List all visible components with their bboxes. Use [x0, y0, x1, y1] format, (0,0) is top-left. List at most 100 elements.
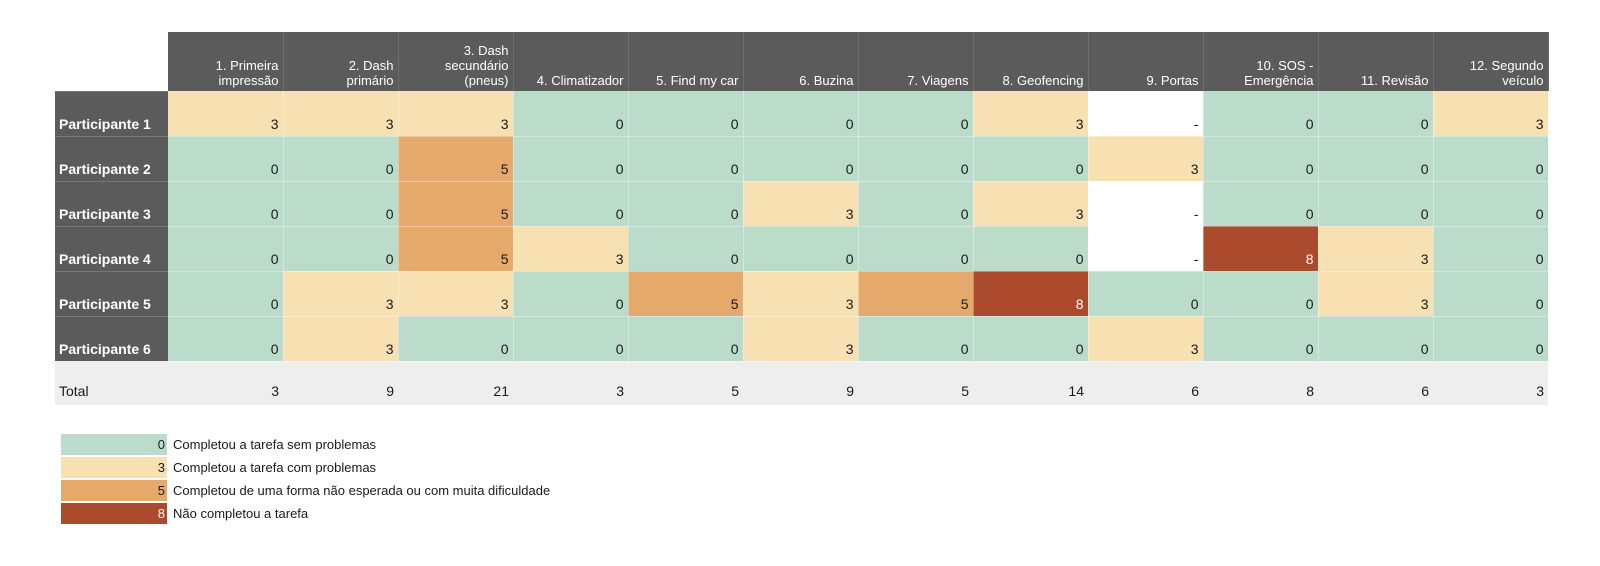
corner-cell	[55, 32, 168, 91]
heatmap-cell: 0	[283, 181, 399, 227]
heatmap-cell: 0	[973, 226, 1089, 272]
row-header: Participante 2	[55, 135, 168, 181]
total-row: Total 3 9 21 3 5 9 5 14 6 8 6 3	[55, 361, 1548, 405]
heatmap-cell: 3	[513, 226, 629, 272]
total-cell: 21	[398, 361, 513, 405]
heatmap-cell: 0	[168, 271, 284, 317]
heatmap-cell: 0	[168, 226, 284, 272]
column-header-row: 1. Primeira impressão 2. Dash primário 3. …	[55, 32, 1549, 91]
total-cell: 6	[1318, 361, 1433, 405]
heatmap-cell: 3	[743, 181, 859, 227]
heatmap-cell: 3	[283, 91, 399, 137]
heatmap-cell: 3	[1088, 136, 1204, 182]
row-header: Participante 5	[55, 270, 168, 316]
heatmap-cell: 5	[398, 136, 514, 182]
heatmap-cell: 0	[1203, 316, 1319, 362]
severity-heatmap-table: 1. Primeira impressão 2. Dash primário 3. …	[55, 32, 1549, 405]
heatmap-cell: 0	[168, 316, 284, 362]
heatmap-cell: 0	[283, 226, 399, 272]
heatmap-cell: 0	[628, 226, 744, 272]
heatmap-cell: 0	[628, 136, 744, 182]
total-cell: 14	[973, 361, 1088, 405]
heatmap-cell: 8	[973, 271, 1089, 317]
legend-swatch: 0	[61, 434, 167, 455]
heatmap-cell: 0	[168, 181, 284, 227]
legend: 0 Completou a tarefa sem problemas 3 Comple…	[61, 433, 550, 525]
legend-item: 0 Completou a tarefa sem problemas	[61, 433, 550, 456]
heatmap-cell: 0	[1203, 136, 1319, 182]
heatmap-cell: 3	[743, 316, 859, 362]
column-header: 6. Buzina	[743, 32, 859, 91]
column-header: 3. Dash secundário (pneus)	[398, 32, 514, 91]
heatmap-cell: -	[1088, 91, 1204, 137]
column-header: 9. Portas	[1088, 32, 1204, 91]
heatmap-cell: 0	[398, 316, 514, 362]
participant-rows: Participante 1 3 3 3 0 0 0 0 3-0 0 3 Participante 2…	[55, 90, 1549, 405]
total-cell: 9	[283, 361, 398, 405]
heatmap-cell: 0	[858, 181, 974, 227]
heatmap-cell: 3	[1318, 226, 1434, 272]
heatmap-cell: 0	[628, 316, 744, 362]
column-header: 12. Segundo veículo	[1433, 32, 1549, 91]
heatmap-cell: 0	[743, 91, 859, 137]
legend-item: 3 Completou a tarefa com problemas	[61, 456, 550, 479]
heatmap-cell: 3	[283, 271, 399, 317]
heatmap-cell: 0	[628, 181, 744, 227]
heatmap-cell: 0	[513, 91, 629, 137]
heatmap-cell: 0	[1433, 226, 1549, 272]
heatmap-cell: 0	[743, 226, 859, 272]
heatmap-cell: 0	[1318, 91, 1434, 137]
heatmap-cell: 0	[1088, 271, 1204, 317]
heatmap-cell: 0	[973, 316, 1089, 362]
column-header: 1. Primeira impressão	[168, 32, 284, 91]
heatmap-cell: 3	[398, 91, 514, 137]
heatmap-cell: 0	[1433, 181, 1549, 227]
heatmap-cell: 3	[973, 181, 1089, 227]
legend-label: Não completou a tarefa	[173, 506, 309, 521]
heatmap-cell: 0	[1433, 316, 1549, 362]
heatmap-cell: 3	[1433, 91, 1549, 137]
heatmap-cell: 5	[628, 271, 744, 317]
heatmap-cell: 0	[283, 136, 399, 182]
total-cell: 8	[1203, 361, 1318, 405]
column-header: 7. Viagens	[858, 32, 974, 91]
row-header: Participante 3	[55, 180, 168, 226]
total-cell: 5	[628, 361, 743, 405]
heatmap-cell: 0	[1203, 181, 1319, 227]
heatmap-cell: -	[1088, 226, 1204, 272]
row-header: Participante 1	[55, 90, 168, 136]
total-label: Total	[55, 361, 168, 405]
legend-label: Completou a tarefa com problemas	[173, 460, 377, 475]
column-header: 8. Geofencing	[973, 32, 1089, 91]
heatmap-cell: 0	[1318, 136, 1434, 182]
heatmap-cell: 3	[973, 91, 1089, 137]
heatmap-cell: 5	[398, 181, 514, 227]
heatmap-cell: -	[1088, 181, 1204, 227]
heatmap-cell: 0	[1318, 316, 1434, 362]
row-header: Participante 6	[55, 315, 168, 361]
row-header: Participante 4	[55, 225, 168, 271]
total-cell: 9	[743, 361, 858, 405]
heatmap-cell: 3	[1088, 316, 1204, 362]
column-header: 4. Climatizador	[513, 32, 629, 91]
column-header: 2. Dash primário	[283, 32, 399, 91]
legend-swatch: 3	[61, 457, 167, 478]
heatmap-cell: 0	[1433, 136, 1549, 182]
legend-swatch: 5	[61, 480, 167, 501]
heatmap-cell: 8	[1203, 226, 1319, 272]
legend-item: 8 Não completou a tarefa	[61, 502, 550, 525]
heatmap-cell: 0	[858, 136, 974, 182]
heatmap-cell: 0	[513, 181, 629, 227]
heatmap-cell: 0	[743, 136, 859, 182]
legend-swatch: 8	[61, 503, 167, 524]
heatmap-cell: 0	[1318, 181, 1434, 227]
heatmap-cell: 0	[628, 91, 744, 137]
heatmap-cell: 0	[1203, 271, 1319, 317]
legend-label: Completou de uma forma não esperada ou c…	[173, 483, 551, 498]
